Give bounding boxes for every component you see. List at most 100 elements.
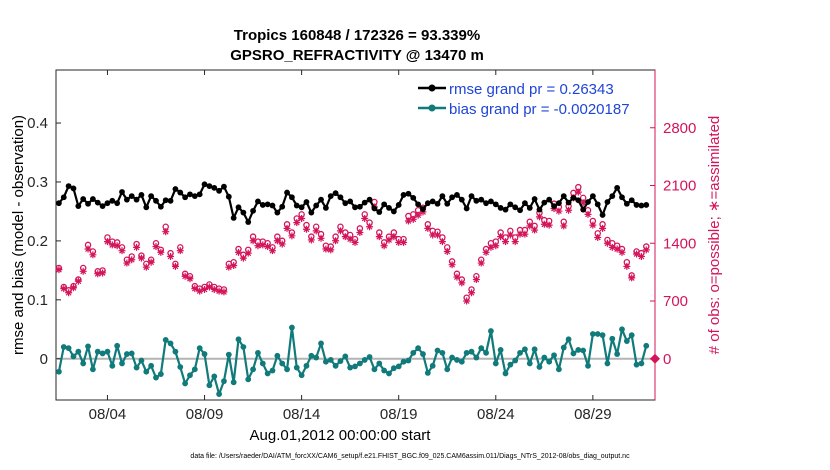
rmse-point xyxy=(517,207,523,214)
rmse-point xyxy=(371,205,378,212)
obs-assimilated-point xyxy=(336,227,344,235)
obs-assimilated-point xyxy=(215,287,223,295)
obs-assimilated-point xyxy=(516,230,524,238)
bias-point xyxy=(104,348,111,355)
obs-assimilated-point xyxy=(346,235,354,243)
rmse-point xyxy=(337,194,344,201)
rmse-point xyxy=(366,196,373,203)
bias-point xyxy=(221,378,227,385)
bias-point xyxy=(337,358,344,365)
rmse-point xyxy=(104,200,111,207)
obs-assimilated-point xyxy=(225,263,233,271)
obs-assimilated-point xyxy=(244,249,252,257)
obs-assimilated-point xyxy=(351,238,359,246)
bias-point xyxy=(454,357,460,363)
bias-point xyxy=(327,357,334,363)
y2-tick-label: 2100 xyxy=(663,178,696,195)
rmse-point xyxy=(415,201,422,208)
y2-tick-label: 2800 xyxy=(663,120,696,137)
bias-point xyxy=(439,349,446,356)
rmse-point xyxy=(589,193,596,200)
bias-point xyxy=(463,349,470,356)
rmse-point xyxy=(75,203,82,210)
rmse-point xyxy=(80,196,87,202)
rmse-point xyxy=(284,189,290,196)
bias-point xyxy=(405,357,412,364)
bias-point xyxy=(502,370,509,377)
bias-point xyxy=(517,349,523,356)
bias-point xyxy=(580,347,587,354)
rmse-point xyxy=(551,203,557,210)
rmse-point xyxy=(114,200,121,207)
obs-assimilated-point xyxy=(147,258,155,266)
rmse-point xyxy=(352,204,358,211)
obs-assimilated-point xyxy=(74,277,82,285)
rmse-point xyxy=(570,194,577,201)
bias-point xyxy=(570,350,577,357)
obs-assimilated-point xyxy=(317,234,325,242)
bias-point xyxy=(555,366,562,373)
obs-assimilated-point xyxy=(103,238,111,246)
bias-point xyxy=(250,366,256,373)
bias-point xyxy=(342,353,349,360)
bias-point xyxy=(468,348,475,355)
rmse-point xyxy=(623,200,630,207)
rmse-point xyxy=(216,187,222,194)
bias-point xyxy=(434,347,441,354)
rmse-point xyxy=(502,206,509,213)
bias-point xyxy=(619,326,625,333)
bias-point xyxy=(356,360,363,367)
rmse-point xyxy=(318,196,324,203)
obs-assimilated-point xyxy=(603,239,611,247)
y2-tick-label: 0 xyxy=(663,351,671,368)
bias-point xyxy=(638,360,645,367)
obs-assimilated-point xyxy=(434,231,442,239)
bias-point xyxy=(575,347,582,353)
rmse-point xyxy=(541,199,548,206)
bias-point xyxy=(492,360,499,367)
obs-assimilated-point xyxy=(443,248,451,255)
bias-point xyxy=(410,349,417,356)
rmse-point xyxy=(478,196,485,203)
obs-assimilated-point xyxy=(356,229,364,237)
obs-assimilated-point xyxy=(448,261,456,269)
obs-assimilated-point xyxy=(69,284,77,292)
bias-point xyxy=(483,349,489,356)
bias-point xyxy=(75,348,82,355)
x-tick-label: 08/14 xyxy=(283,406,321,423)
obs-assimilated-point xyxy=(341,233,349,241)
bias-point xyxy=(633,361,640,368)
obs-assimilated-point xyxy=(298,215,306,222)
rmse-point xyxy=(492,201,499,208)
rmse-point xyxy=(245,219,252,225)
rmse-point xyxy=(638,202,645,209)
bias-point xyxy=(322,358,329,365)
bias-point xyxy=(541,354,548,361)
rmse-point xyxy=(167,197,174,204)
rmse-point xyxy=(274,209,281,216)
legend-bias-label: bias grand pr = -0.0020187 xyxy=(449,101,630,118)
rmse-point xyxy=(526,204,533,211)
rmse-point xyxy=(162,197,169,204)
obs-assimilated-point xyxy=(390,233,398,241)
obs-assimilated-point xyxy=(438,238,446,246)
bias-series-line xyxy=(57,326,648,396)
obs-assimilated-point xyxy=(361,215,369,222)
bias-point xyxy=(400,358,407,365)
obs-assimilated-point xyxy=(511,238,519,246)
bias-point xyxy=(128,350,135,357)
obs-assimilated-point xyxy=(409,215,417,223)
bias-point xyxy=(628,332,635,339)
bias-point xyxy=(609,335,616,342)
rmse-point xyxy=(143,204,150,211)
rmse-point xyxy=(153,197,159,204)
bias-point xyxy=(70,353,77,360)
y-tick-label: 0.4 xyxy=(27,115,48,132)
rmse-point xyxy=(609,193,616,200)
bias-point xyxy=(449,354,455,361)
bias-point xyxy=(313,354,320,361)
rmse-point xyxy=(293,202,300,209)
rmse-point xyxy=(614,184,621,191)
y-tick-label: 0.2 xyxy=(27,233,48,250)
